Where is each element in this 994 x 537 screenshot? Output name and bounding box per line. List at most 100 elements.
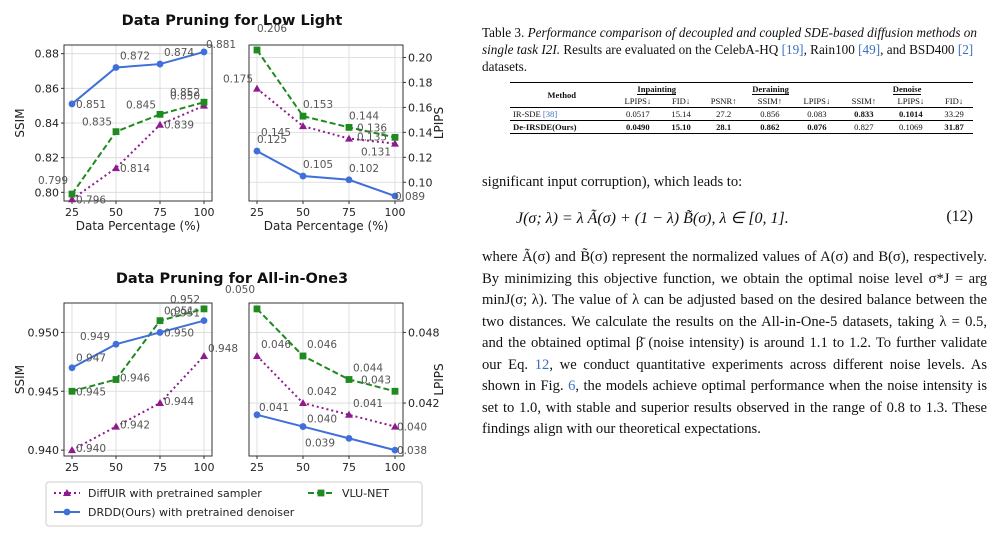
- data-point: [391, 133, 399, 141]
- caption-text: datasets.: [482, 59, 528, 74]
- data-label: 0.949: [80, 331, 110, 343]
- column-header: SSIM↑: [757, 96, 783, 106]
- x-tick-label: 100: [385, 461, 406, 474]
- data-point: [253, 84, 261, 92]
- series-line: [71, 101, 205, 195]
- data-point: [200, 351, 208, 359]
- series-line: [71, 50, 205, 105]
- data-label: 0.131: [361, 147, 391, 159]
- data-point: [253, 46, 261, 54]
- citation-link[interactable]: [2]: [957, 42, 974, 57]
- citation-link[interactable]: [49]: [858, 42, 881, 57]
- table-cell: 0.862: [747, 120, 793, 134]
- legend: DiffUIR with pretrained sampler VLU-NET DR…: [45, 481, 423, 527]
- data-point: [200, 98, 208, 106]
- paragraph-text: where Ã(σ) and B̃(σ) represent the norma…: [482, 249, 987, 373]
- table-cell: 0.076: [792, 120, 842, 134]
- series-line: [256, 49, 396, 139]
- equation-number: (12): [946, 208, 973, 225]
- caption-text: , and BSD400: [880, 42, 955, 57]
- data-label: 0.952: [170, 294, 200, 306]
- group-header: Deraining: [752, 84, 789, 95]
- x-tick-label: 100: [194, 461, 215, 474]
- results-table: Method Inpainting Deraining Denoise LPIP…: [510, 82, 973, 134]
- data-label: 0.799: [38, 175, 68, 187]
- equation-link[interactable]: 12: [534, 356, 550, 373]
- data-point: [299, 352, 307, 360]
- x-tick-label: 100: [385, 206, 406, 219]
- data-label: 0.041: [353, 398, 383, 410]
- plot-frame: [248, 44, 404, 202]
- paragraph-text: our theoretical expectations.: [595, 421, 761, 437]
- data-label: 0.851: [76, 99, 106, 111]
- series-line: [256, 150, 396, 197]
- x-tick-label: 75: [342, 206, 356, 219]
- data-label: 0.850: [170, 91, 200, 103]
- table-cell: 15.14: [662, 107, 700, 121]
- data-label: 0.951: [164, 306, 194, 318]
- data-label: 0.206: [257, 23, 287, 35]
- data-label: 0.874: [164, 47, 194, 59]
- series-line: [71, 307, 205, 393]
- equation-12: J(σ; λ) = λ Ã(σ) + (1 − λ) B̃(σ), λ ∈ [0…: [482, 208, 987, 228]
- data-point: [200, 305, 208, 313]
- data-point: [345, 410, 353, 418]
- y-tick-label: 0.14: [408, 126, 433, 139]
- data-label: 0.136: [357, 122, 387, 134]
- x-tick-label: 50: [109, 461, 123, 474]
- data-label: 0.814: [120, 163, 150, 175]
- data-label: 0.042: [307, 386, 337, 398]
- data-point: [112, 164, 120, 172]
- x-tick-label: 100: [194, 206, 215, 219]
- data-label: 0.940: [76, 443, 106, 455]
- table-cell: 0.0517: [613, 107, 663, 121]
- series-line: [71, 319, 205, 369]
- data-point: [345, 134, 353, 142]
- data-point: [68, 100, 76, 108]
- data-point: [391, 422, 399, 430]
- y-tick-label: 0.86: [35, 82, 60, 95]
- data-label: 0.145: [261, 127, 291, 139]
- citation-link[interactable]: [19]: [781, 42, 804, 57]
- equation-body: J(σ; λ) = λ Ã(σ) + (1 − λ) B̃(σ), λ ∈ [0…: [516, 210, 789, 227]
- group-header: Inpainting: [637, 84, 677, 95]
- caption-lead: Table 3.: [482, 25, 525, 40]
- y-axis-label: SSIM: [13, 365, 27, 394]
- series-line: [256, 308, 396, 393]
- x-tick-label: 50: [296, 461, 310, 474]
- x-axis-label: Data Percentage (%): [76, 219, 201, 233]
- x-tick-label: 75: [153, 461, 167, 474]
- data-point: [68, 195, 76, 203]
- column-header: LPIPS↓: [803, 96, 831, 106]
- data-label: 0.948: [208, 343, 238, 355]
- data-label: 0.947: [76, 353, 106, 365]
- table-cell: 33.29: [935, 107, 973, 121]
- data-point: [156, 329, 164, 336]
- y-tick-label: 0.042: [408, 397, 440, 410]
- x-tick-label: 75: [153, 206, 167, 219]
- data-point: [68, 446, 76, 454]
- paragraph-text: , we conduct quantitative experiments ac…: [482, 356, 987, 395]
- table-cell: 0.0490: [613, 120, 663, 134]
- data-label: 0.040: [307, 414, 337, 426]
- x-axis-label: Data Percentage (%): [264, 219, 389, 233]
- data-point: [299, 172, 307, 180]
- y-axis-label: LPIPS: [432, 107, 446, 139]
- panel-title: Data Pruning for All-in-One3: [116, 271, 348, 287]
- data-point: [68, 190, 76, 198]
- figure-link[interactable]: 6: [568, 378, 576, 394]
- series-line: [71, 104, 205, 201]
- data-label: 0.089: [395, 191, 425, 203]
- panel-title: Data Pruning for Low Light: [122, 13, 343, 29]
- method-name: De-IRSDE(Ours): [510, 120, 614, 134]
- data-point: [68, 387, 76, 395]
- data-point: [299, 122, 307, 130]
- y-tick-label: 0.82: [35, 152, 60, 165]
- data-label: 0.040: [397, 422, 427, 434]
- data-label: 0.038: [397, 445, 427, 457]
- x-tick-label: 25: [65, 206, 79, 219]
- data-label: 0.872: [120, 51, 150, 63]
- table-row: IR-SDE [38] 0.0517 15.14 27.2 0.856 0.08…: [510, 107, 973, 121]
- citation-link[interactable]: [38]: [542, 109, 558, 119]
